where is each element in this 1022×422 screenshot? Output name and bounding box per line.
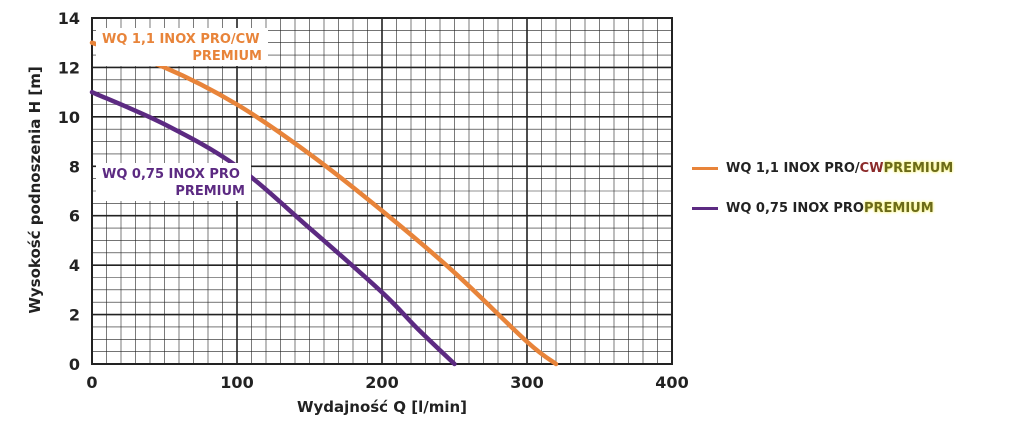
x-axis-title: Wydajność Q [l/min] (297, 398, 467, 416)
callouts: WQ 1,1 INOX PRO/CW PREMIUM WQ 0,75 INOX PR… (96, 28, 268, 201)
y-axis-title: Wysokość podnoszenia H [m] (26, 66, 44, 313)
callout-box-2 (96, 163, 251, 201)
legend-label-1-accent: CW (859, 161, 884, 176)
callout-line2-2: PREMIUM (175, 184, 245, 199)
x-tick-label: 400 (655, 373, 688, 392)
legend-swatch-2 (692, 207, 718, 210)
x-tick-label: 300 (510, 373, 543, 392)
axes: 0 100 200 300 400 0 2 4 6 8 10 12 14 (58, 9, 689, 392)
legend-label-1-suffix: PREMIUM (883, 161, 954, 176)
series-line-2 (89, 89, 457, 367)
x-tick-label: 100 (220, 373, 253, 392)
plot-frame (91, 17, 673, 365)
series-line-1 (89, 40, 559, 367)
y-tick-label: 12 (58, 58, 80, 77)
y-tick-label: 2 (69, 306, 80, 325)
y-tick-label: 10 (58, 108, 80, 127)
y-tick-label: 4 (69, 256, 80, 275)
legend-item-1: WQ 1,1 INOX PRO/ CW PREMIUM (692, 161, 953, 176)
callout-line1-1: WQ 1,1 INOX PRO/CW (102, 32, 260, 47)
legend-label-1-prefix: WQ 1,1 INOX PRO/ (726, 161, 860, 176)
series-lines (89, 40, 559, 367)
legend-label-2-suffix: PREMIUM (863, 201, 934, 216)
x-tick-label: 0 (86, 373, 97, 392)
callout-line2-1: PREMIUM (192, 49, 262, 64)
callout-line1-2: WQ 0,75 INOX PRO (102, 167, 240, 182)
legend-item-2: WQ 0,75 INOX PRO PREMIUM (692, 201, 934, 216)
y-tick-label: 0 (69, 355, 80, 374)
callout-box-1 (96, 28, 268, 66)
legend-swatch-1 (692, 167, 718, 170)
x-tick-label: 200 (365, 373, 398, 392)
y-tick-label: 8 (69, 157, 80, 176)
legend-label-2-prefix: WQ 0,75 INOX PRO (726, 201, 864, 216)
y-tick-label: 14 (58, 9, 80, 28)
y-tick-label: 6 (69, 207, 80, 226)
